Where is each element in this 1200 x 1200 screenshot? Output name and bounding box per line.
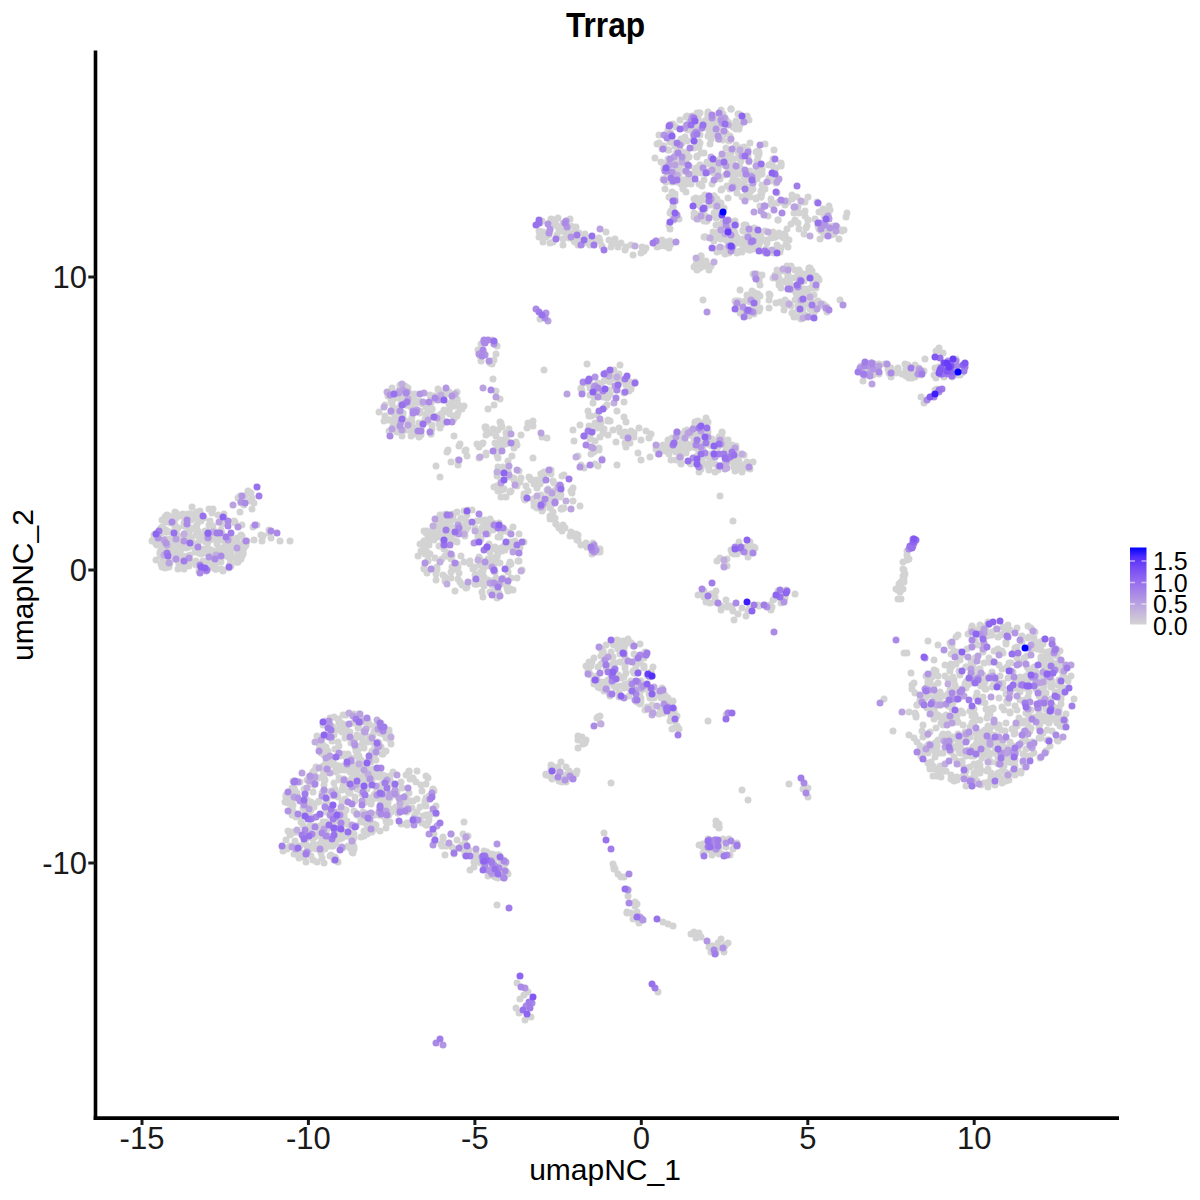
svg-text:10: 10 xyxy=(53,260,87,295)
svg-text:umapNC_1: umapNC_1 xyxy=(529,1153,681,1186)
svg-text:0: 0 xyxy=(70,553,87,588)
svg-text:-10: -10 xyxy=(42,846,87,881)
svg-text:umapNC_2: umapNC_2 xyxy=(6,509,39,661)
svg-text:-15: -15 xyxy=(120,1121,165,1156)
svg-text:-10: -10 xyxy=(286,1121,331,1156)
svg-text:5: 5 xyxy=(799,1121,816,1156)
svg-text:Trrap: Trrap xyxy=(566,4,645,44)
svg-text:-5: -5 xyxy=(461,1121,489,1156)
svg-text:10: 10 xyxy=(957,1121,991,1156)
svg-text:0.0: 0.0 xyxy=(1153,612,1188,640)
svg-text:0: 0 xyxy=(633,1121,650,1156)
